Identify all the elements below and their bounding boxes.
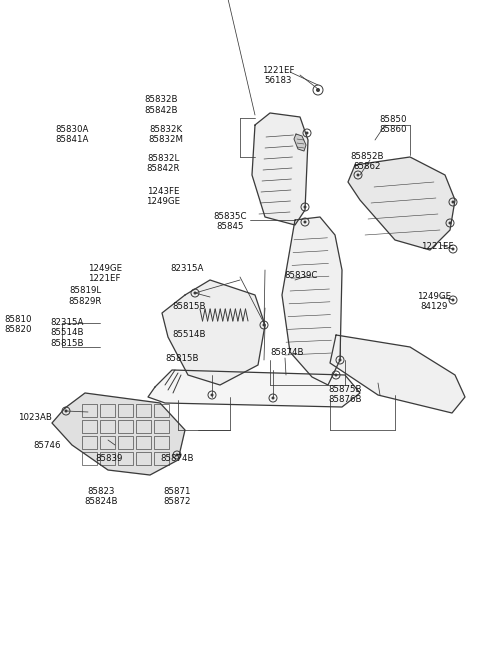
Text: 85832L
85842R: 85832L 85842R (146, 154, 180, 174)
Polygon shape (294, 134, 306, 151)
Text: 85850
85860: 85850 85860 (380, 115, 408, 134)
Polygon shape (252, 113, 308, 225)
Bar (82, 436, 97, 449)
Text: 85810
85820: 85810 85820 (4, 314, 32, 334)
Circle shape (335, 373, 337, 377)
Text: 1249GE
1221EF: 1249GE 1221EF (87, 264, 122, 284)
Bar (118, 420, 133, 433)
Text: 85835C
85845: 85835C 85845 (214, 212, 247, 231)
Circle shape (211, 394, 214, 396)
Text: 85815B: 85815B (166, 354, 199, 363)
Text: 85514B: 85514B (173, 329, 206, 339)
Text: 85815B: 85815B (173, 302, 206, 311)
Circle shape (357, 174, 360, 176)
Bar (82, 420, 97, 433)
Text: 85839: 85839 (96, 454, 123, 463)
Bar (82, 404, 97, 417)
Text: 85839C: 85839C (285, 271, 318, 280)
Text: 85874B: 85874B (161, 454, 194, 463)
Bar (118, 436, 133, 449)
Polygon shape (282, 217, 342, 385)
Bar (100, 404, 115, 417)
Polygon shape (330, 335, 465, 413)
Polygon shape (348, 157, 455, 250)
Circle shape (448, 221, 452, 225)
Bar (118, 452, 133, 465)
Text: 1249GE
84129: 1249GE 84129 (417, 291, 452, 311)
Circle shape (263, 324, 265, 326)
Circle shape (303, 206, 307, 208)
Bar (82, 452, 97, 465)
Circle shape (176, 453, 179, 457)
Bar (136, 420, 151, 433)
Polygon shape (162, 280, 265, 385)
Text: 1023AB: 1023AB (18, 413, 51, 422)
Polygon shape (148, 370, 360, 407)
Circle shape (305, 132, 309, 134)
Bar (100, 452, 115, 465)
Text: 85819L
85829R: 85819L 85829R (69, 286, 102, 306)
Text: 85830A
85841A: 85830A 85841A (55, 124, 89, 144)
Bar (154, 452, 169, 465)
Text: 85832K
85832M: 85832K 85832M (148, 124, 183, 144)
Text: 1221EF
56183: 1221EF 56183 (262, 66, 295, 85)
Text: 85874B: 85874B (270, 348, 304, 357)
Circle shape (452, 248, 455, 250)
Text: 82315A
85514B
85815B: 82315A 85514B 85815B (50, 318, 84, 348)
Circle shape (64, 409, 68, 413)
Bar (118, 404, 133, 417)
Circle shape (272, 396, 275, 400)
Bar (154, 436, 169, 449)
Bar (100, 420, 115, 433)
Polygon shape (52, 393, 185, 475)
Circle shape (452, 299, 455, 301)
Text: 85746: 85746 (33, 441, 61, 450)
Circle shape (303, 221, 307, 223)
Text: 85832B
85842B: 85832B 85842B (144, 95, 178, 115)
Bar (154, 420, 169, 433)
Text: 85852B
85862: 85852B 85862 (350, 152, 384, 172)
Circle shape (193, 291, 196, 295)
Circle shape (338, 358, 341, 362)
Text: 85823
85824B: 85823 85824B (84, 487, 118, 506)
Bar (100, 436, 115, 449)
Bar (136, 452, 151, 465)
Circle shape (316, 88, 320, 92)
Text: 1221EF: 1221EF (420, 242, 453, 252)
Bar (154, 404, 169, 417)
Bar (136, 436, 151, 449)
Text: 85875B
85876B: 85875B 85876B (328, 384, 361, 404)
Circle shape (452, 200, 455, 204)
Text: 85871
85872: 85871 85872 (164, 487, 192, 506)
Text: 1243FE
1249GE: 1243FE 1249GE (146, 187, 180, 206)
Bar (136, 404, 151, 417)
Text: 82315A: 82315A (170, 264, 204, 273)
